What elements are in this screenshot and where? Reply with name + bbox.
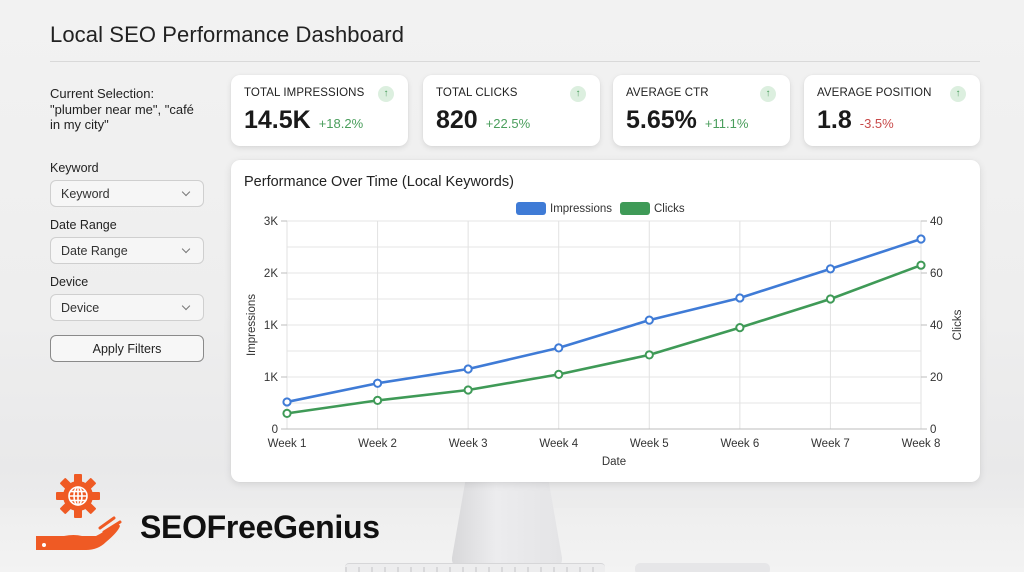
chevron-down-icon: [181, 244, 191, 254]
svg-text:40: 40: [930, 216, 943, 228]
trackpad: [635, 563, 770, 572]
stat-delta: +22.5%: [485, 116, 531, 131]
apply-filters-button[interactable]: Apply Filters: [50, 335, 204, 362]
page-title: Local SEO Performance Dashboard: [50, 22, 405, 47]
brand-logo-icon: [36, 474, 122, 550]
svg-text:Clicks: Clicks: [952, 309, 964, 340]
stat-value: 1.8: [817, 106, 852, 134]
stat-value: 820: [436, 106, 478, 134]
date-range-label: Date Range: [50, 218, 117, 232]
date-range-select[interactable]: Date Range: [50, 237, 204, 264]
header-divider: [50, 61, 980, 62]
svg-text:Week 4: Week 4: [539, 438, 578, 450]
performance-chart-card: Performance Over Time (Local Keywords) 0…: [231, 160, 980, 482]
svg-text:Week 6: Week 6: [720, 438, 759, 450]
svg-text:0: 0: [930, 424, 936, 436]
chevron-down-icon: [181, 301, 191, 311]
svg-text:Clicks: Clicks: [654, 203, 685, 215]
svg-text:1K: 1K: [264, 320, 278, 332]
svg-text:2K: 2K: [264, 268, 278, 280]
chevron-down-icon: [181, 187, 191, 197]
keyword-label: Keyword: [50, 161, 99, 175]
stat-delta: -3.5%: [859, 116, 894, 131]
svg-text:1K: 1K: [264, 372, 278, 384]
monitor-stand: [452, 482, 562, 566]
svg-text:Week 3: Week 3: [449, 438, 488, 450]
keyboard: [345, 563, 605, 572]
chart-title: Performance Over Time (Local Keywords): [244, 174, 514, 190]
svg-text:Date: Date: [602, 456, 626, 468]
stat-label: TOTAL IMPRESSIONS: [244, 87, 365, 99]
svg-text:Week 2: Week 2: [358, 438, 397, 450]
arrow-up-icon: ↑: [950, 86, 966, 102]
stat-delta: +11.1%: [704, 116, 749, 131]
stat-label: TOTAL CLICKS: [436, 87, 518, 99]
svg-text:Week 1: Week 1: [268, 438, 307, 450]
arrow-up-icon: ↑: [378, 86, 394, 102]
svg-text:0: 0: [272, 424, 278, 436]
current-selection: Current Selection: "plumber near me", "c…: [50, 86, 194, 132]
keyword-select[interactable]: Keyword: [50, 180, 204, 207]
stat-card-clicks: TOTAL CLICKS ↑ 820 +22.5%: [423, 75, 600, 146]
device-select[interactable]: Device: [50, 294, 204, 321]
stat-label: AVERAGE POSITION: [817, 87, 932, 99]
svg-text:40: 40: [930, 320, 943, 332]
brand-name: SEOFreeGenius: [140, 509, 380, 545]
stat-value: 14.5K: [244, 106, 311, 134]
svg-text:Week 5: Week 5: [630, 438, 669, 450]
svg-text:60: 60: [930, 268, 943, 280]
device-select-value: Device: [61, 300, 100, 315]
svg-text:Impressions: Impressions: [550, 203, 612, 215]
performance-line-chart: 0 1K 1K 2K 3K 0 20 40 60 40 Week 1 Week 2 Week 3 Week…: [246, 202, 964, 468]
keyword-select-value: Keyword: [61, 186, 110, 201]
stat-card-impressions: TOTAL IMPRESSIONS ↑ 14.5K +18.2%: [231, 75, 408, 146]
stat-delta: +18.2%: [318, 116, 364, 131]
svg-text:Week 8: Week 8: [902, 438, 941, 450]
device-label: Device: [50, 275, 89, 289]
svg-text:3K: 3K: [264, 216, 278, 228]
svg-text:20: 20: [930, 372, 943, 384]
stat-card-ctr: AVERAGE CTR ↑ 5.65% +11.1%: [613, 75, 790, 146]
stat-card-position: AVERAGE POSITION ↑ 1.8 -3.5%: [804, 75, 980, 146]
arrow-up-icon: ↑: [570, 86, 586, 102]
stat-value: 5.65%: [626, 106, 697, 134]
date-range-select-value: Date Range: [61, 243, 128, 258]
svg-text:Week 7: Week 7: [811, 438, 850, 450]
filter-sidebar: Current Selection: "plumber near me", "c…: [50, 86, 205, 362]
arrow-up-icon: ↑: [760, 86, 776, 102]
svg-text:Impressions: Impressions: [246, 294, 258, 356]
stat-label: AVERAGE CTR: [626, 87, 709, 99]
